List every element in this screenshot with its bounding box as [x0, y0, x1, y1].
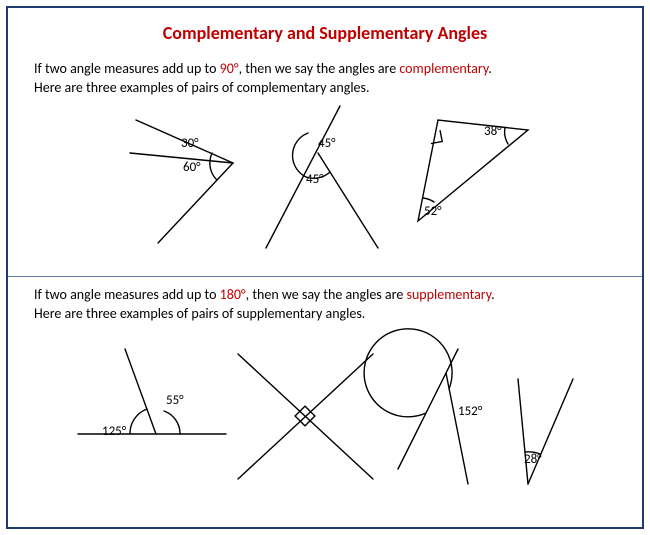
- complementary-figures: 30° 60° 45° 45° 38° 52°: [8, 98, 642, 258]
- math-panel: Complementary and Supplementary Angles I…: [6, 6, 644, 529]
- supp-text-prefix: If two angle measures add up to: [34, 286, 220, 303]
- section-divider: [8, 276, 642, 277]
- supp-label-3a: 152°: [458, 404, 482, 419]
- supp-term: supplementary: [406, 286, 491, 303]
- supp-label-3b: 28°: [524, 452, 542, 467]
- comp-label-1a: 30°: [181, 136, 199, 151]
- comp-label-2a: 45°: [318, 136, 336, 151]
- supplementary-section: If two angle measures add up to 180°, th…: [8, 286, 642, 484]
- comp-diagram-svg: [8, 98, 646, 268]
- comp-label-3b: 52°: [424, 204, 442, 219]
- comp-label-2b: 45°: [306, 172, 324, 187]
- supp-label-1b: 125°: [102, 424, 126, 439]
- comp-text-prefix: If two angle measures add up to: [34, 60, 220, 77]
- comp-subtext: Here are three examples of pairs of comp…: [34, 79, 370, 96]
- comp-sum-value: 90°: [220, 60, 239, 77]
- supplementary-figures: 55° 125° 152° 28°: [8, 324, 642, 484]
- supp-diagram-svg: [8, 324, 646, 514]
- complementary-description: If two angle measures add up to 90°, the…: [8, 60, 642, 98]
- supp-label-1a: 55°: [166, 393, 184, 408]
- comp-text-suffix: .: [488, 60, 492, 77]
- comp-label-1b: 60°: [183, 160, 201, 175]
- comp-term: complementary: [399, 60, 488, 77]
- page-title: Complementary and Supplementary Angles: [8, 22, 642, 44]
- comp-text-middle: , then we say the angles are: [239, 60, 400, 77]
- supp-sum-value: 180°: [220, 286, 246, 303]
- supp-example-1: [78, 349, 226, 434]
- supp-text-suffix: .: [491, 286, 495, 303]
- supp-subtext: Here are three examples of pairs of supp…: [34, 305, 365, 322]
- supplementary-description: If two angle measures add up to 180°, th…: [8, 286, 642, 324]
- comp-label-3a: 38°: [484, 124, 502, 139]
- supp-text-middle: , then we say the angles are: [246, 286, 407, 303]
- complementary-section: Complementary and Supplementary Angles I…: [8, 8, 642, 258]
- supp-example-2: [238, 354, 373, 479]
